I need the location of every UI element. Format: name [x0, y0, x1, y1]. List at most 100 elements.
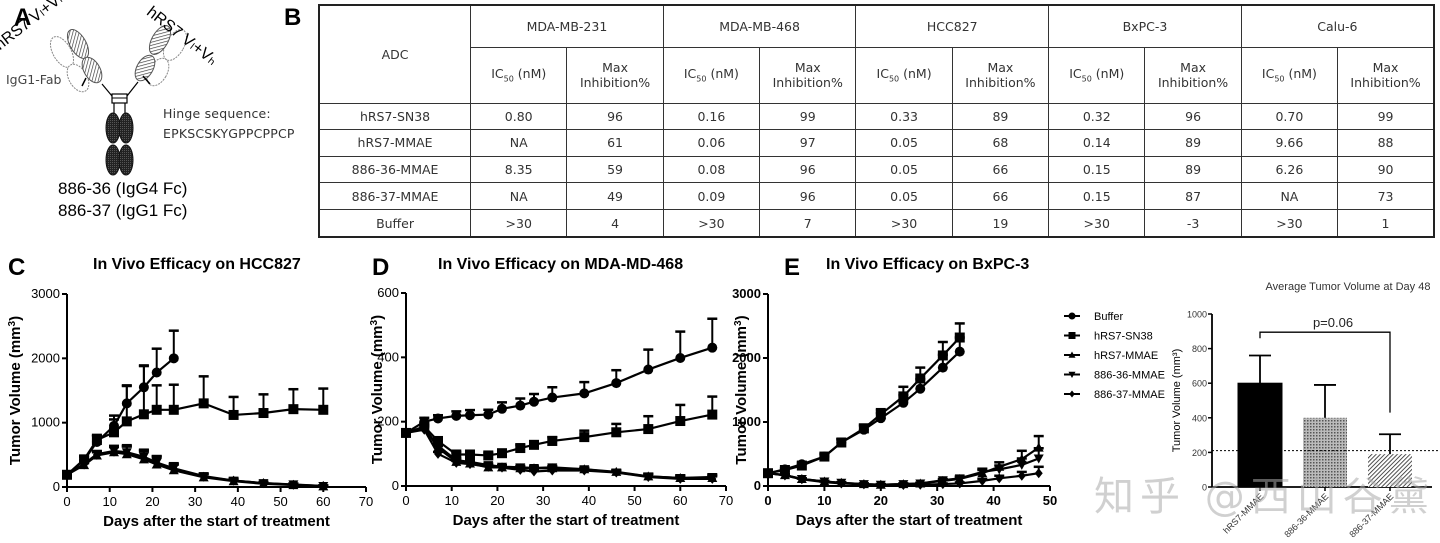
ic50-subheader: IC50 (nM): [1240, 46, 1339, 104]
x-tick-label: 70: [719, 493, 733, 508]
y-axis-label: Tumor Volume (mm3): [370, 315, 386, 464]
data-point: [1016, 460, 1027, 470]
bar: [1303, 417, 1347, 487]
data-point: [707, 472, 718, 482]
data-point: [611, 378, 622, 389]
series-hrs7-mmae: [401, 422, 718, 482]
x-tick-label: 70: [359, 494, 373, 509]
series-buffer: [62, 329, 179, 480]
table-row: 886-37-MMAE NA 49 0.09 96 0.05 66 0.15 87 NA 73: [318, 182, 1435, 210]
table-row: hRS7-SN38 0.80 96 0.16 99 0.33 89 0.32 96 0.70 99: [318, 102, 1435, 131]
data-point: [515, 463, 526, 473]
data-point: [796, 459, 807, 470]
data-point: [529, 396, 539, 407]
x-tick-label: 60: [316, 494, 330, 509]
x-tick-label: 20: [490, 493, 504, 508]
legend-marker: [1068, 312, 1076, 320]
data-point: [91, 450, 102, 460]
legend-marker: [1068, 332, 1076, 339]
x-axis-label: Days after the start of treatment: [103, 513, 330, 530]
max-inhibition-cell: 96: [566, 102, 664, 131]
series-line: [767, 336, 961, 475]
cell-line-header: MDA-MB-468: [662, 4, 857, 48]
x-tick-label: 0: [764, 493, 771, 508]
max-inhibition-cell: 68: [951, 129, 1050, 157]
data-point: [547, 435, 558, 446]
series-hrs7-sn38: [401, 395, 718, 461]
data-point: [547, 392, 558, 403]
ic50-subheader: IC50 (nM): [470, 46, 568, 104]
ic50-table: ADC MDA-MB-231 MDA-MB-468 HCC827 BxPC-3 …: [318, 4, 1435, 238]
series-buffer: [401, 317, 718, 438]
max-inhibition-cell: 96: [759, 182, 857, 210]
max-inhibition-cell: -3: [1144, 209, 1242, 238]
y-tick-label: 600: [377, 285, 399, 300]
data-point: [611, 427, 622, 438]
data-point: [497, 448, 507, 459]
data-point: [168, 465, 179, 475]
series-line: [405, 413, 713, 457]
data-point: [995, 473, 1004, 484]
data-point: [978, 475, 987, 486]
legend-label: hRS7-SN38: [1094, 331, 1153, 343]
x-tick-label: 10: [444, 493, 458, 508]
series-886-36-mmae: [401, 424, 718, 483]
data-point: [915, 383, 926, 394]
y-tick-label: 0: [754, 478, 761, 493]
max-inhibition-cell: 89: [1144, 129, 1242, 157]
y-tick-label: 1000: [1187, 310, 1207, 320]
data-point: [898, 479, 909, 489]
data-point: [151, 367, 162, 378]
data-point: [121, 449, 132, 459]
x-tick-label: 0: [63, 494, 70, 509]
data-point: [433, 435, 443, 446]
max-inhibition-subheader: Max Inhibition%: [1337, 46, 1435, 104]
y-tick-label: 3000: [31, 286, 60, 301]
data-point: [108, 427, 119, 438]
data-point: [151, 459, 162, 469]
data-point: [433, 443, 443, 453]
data-point: [643, 364, 654, 375]
data-point: [579, 432, 590, 443]
data-point: [1017, 470, 1026, 481]
series-line: [66, 451, 324, 488]
ic50-value-cell: 6.26: [1240, 155, 1339, 184]
x-tick-label: 20: [145, 494, 159, 509]
ic50-value-cell: 0.09: [662, 182, 761, 210]
ic50-value-cell: >30: [1048, 209, 1146, 238]
right-fab-arm: [126, 25, 188, 97]
x-tick-label: 10: [102, 494, 116, 509]
data-point: [108, 447, 119, 457]
max-inhibition-cell: 99: [1337, 102, 1435, 131]
y-tick-label: 2000: [31, 350, 60, 365]
data-point: [433, 413, 443, 424]
ic50-value-cell: 0.05: [855, 129, 953, 157]
data-point: [121, 416, 132, 427]
series-line: [66, 449, 324, 488]
ic50-value-cell: 0.16: [662, 102, 761, 131]
adc-name-cell: 886-37-MMAE: [318, 182, 472, 210]
data-point: [779, 464, 790, 475]
ic50-subheader: IC50 (nM): [662, 46, 761, 104]
data-point: [611, 466, 622, 476]
significance-bracket: [1259, 331, 1391, 413]
ic50-subheader: IC50 (nM): [855, 46, 953, 104]
max-inhibition-cell: 88: [1337, 129, 1435, 157]
ic50-value-cell: 0.80: [470, 102, 568, 131]
chart-c-title: In Vivo Efficacy on HCC827: [93, 256, 301, 273]
data-point: [915, 478, 926, 488]
data-point: [434, 448, 442, 459]
data-point: [483, 409, 494, 420]
ic50-subheader: IC50 (nM): [1048, 46, 1146, 104]
chart-e-title: In Vivo Efficacy on BxPC-3: [826, 256, 1030, 273]
y-axis-label: Tumor Volume (mm³): [1172, 349, 1183, 453]
x-tick-label: 60: [673, 493, 687, 508]
data-point: [62, 469, 72, 480]
data-point: [954, 473, 965, 483]
data-point: [401, 427, 411, 438]
series-buffer: [763, 336, 965, 479]
data-point: [138, 409, 149, 420]
data-point: [858, 479, 869, 489]
data-point: [763, 468, 773, 479]
ic50-value-cell: >30: [470, 209, 568, 238]
